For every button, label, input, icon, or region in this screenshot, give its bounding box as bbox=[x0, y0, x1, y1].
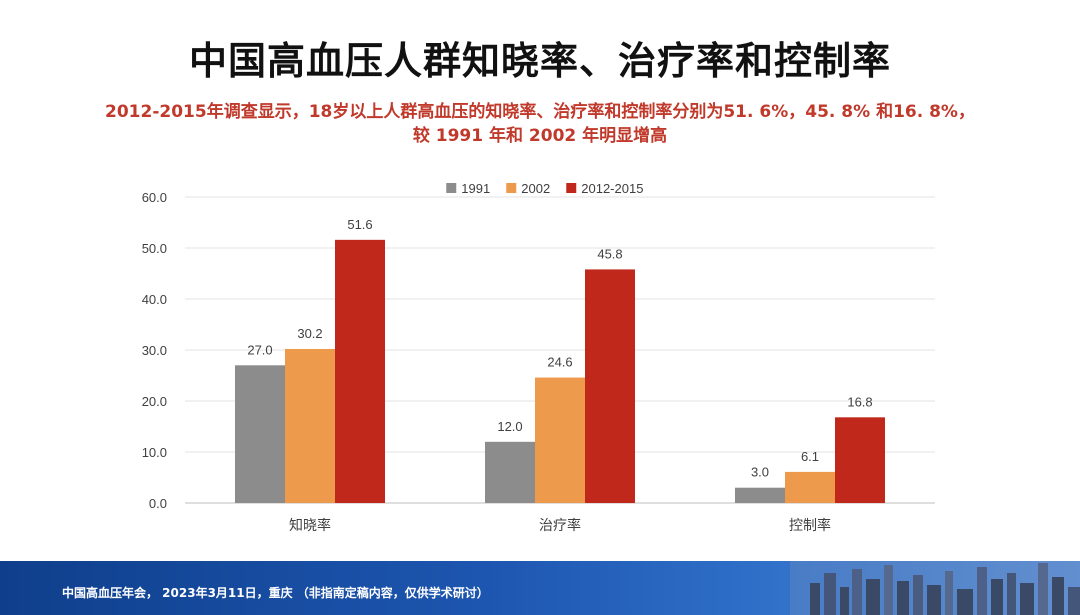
x-tick-label: 治疗率 bbox=[539, 517, 581, 534]
y-tick-label: 60.0 bbox=[142, 190, 167, 205]
data-label: 30.2 bbox=[297, 326, 322, 341]
y-tick-label: 10.0 bbox=[142, 445, 167, 460]
legend-label: 2002 bbox=[521, 181, 550, 196]
bar-chart: 0.0 10.0 20.0 30.0 40.0 50.0 60.0 27.0 30.2 51.6 知… bbox=[142, 181, 935, 534]
y-tick-label: 20.0 bbox=[142, 394, 167, 409]
bar bbox=[735, 487, 785, 503]
legend-label: 2012-2015 bbox=[581, 181, 643, 196]
y-tick-label: 0.0 bbox=[149, 496, 167, 511]
footer-banner: 中国高血压年会， 2023年3月11日，重庆 （非指南定稿内容，仅供学术研讨） bbox=[0, 561, 1080, 615]
y-tick-label: 50.0 bbox=[142, 241, 167, 256]
bar bbox=[485, 441, 535, 503]
bar bbox=[335, 239, 385, 503]
data-label: 12.0 bbox=[497, 419, 522, 434]
bar bbox=[235, 365, 285, 503]
data-label: 16.8 bbox=[847, 394, 872, 409]
data-label: 6.1 bbox=[801, 449, 819, 464]
legend-swatch bbox=[506, 183, 517, 193]
footer-text: 中国高血压年会， 2023年3月11日，重庆 （非指南定稿内容，仅供学术研讨） bbox=[62, 586, 489, 600]
data-label: 3.0 bbox=[751, 465, 769, 480]
subtitle-line-1: 2012-2015年调查显示，18岁以上人群高血压的知晓率、治疗率和控制率分别为… bbox=[105, 102, 975, 122]
data-label: 51.6 bbox=[347, 217, 372, 232]
x-tick-label: 控制率 bbox=[789, 517, 831, 534]
legend-label: 1991 bbox=[461, 181, 490, 196]
subtitle: 2012-2015年调查显示，18岁以上人群高血压的知晓率、治疗率和控制率分别为… bbox=[40, 100, 1040, 148]
bar bbox=[535, 377, 585, 503]
bar bbox=[835, 417, 885, 503]
city-skyline-image bbox=[790, 561, 1080, 615]
legend-swatch bbox=[446, 183, 457, 193]
page-title: 中国高血压人群知晓率、治疗率和控制率 bbox=[188, 39, 891, 83]
data-label: 24.6 bbox=[547, 355, 572, 370]
subtitle-line-2: 较 1991 年和 2002 年明显增高 bbox=[412, 126, 668, 146]
data-label: 27.0 bbox=[247, 342, 272, 357]
y-tick-label: 40.0 bbox=[142, 292, 167, 307]
x-tick-label: 知晓率 bbox=[289, 517, 331, 534]
data-label: 45.8 bbox=[597, 246, 622, 261]
bar bbox=[585, 269, 635, 503]
legend-swatch bbox=[566, 183, 577, 193]
bar bbox=[785, 471, 835, 503]
y-tick-label: 30.0 bbox=[142, 343, 167, 358]
bar bbox=[285, 348, 335, 503]
